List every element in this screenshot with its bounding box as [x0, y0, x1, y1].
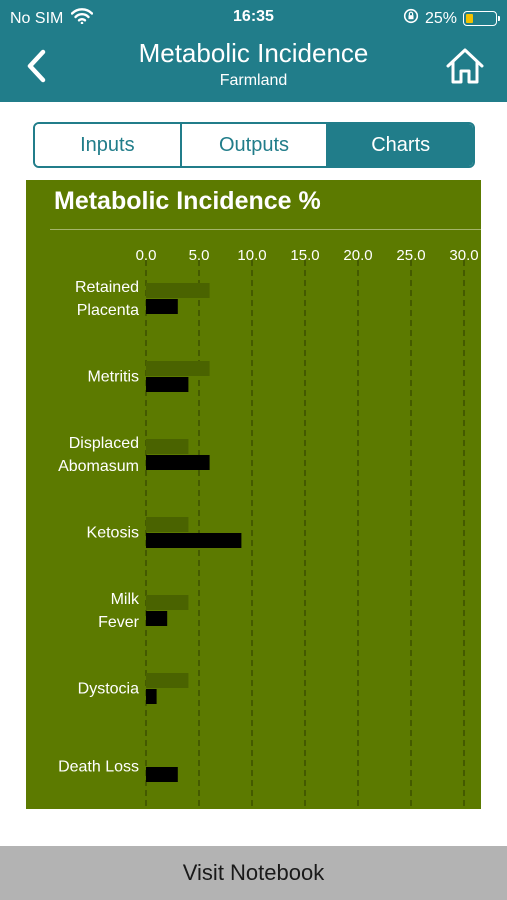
segmented-control: Inputs Outputs Charts — [33, 122, 475, 168]
orientation-lock-icon — [403, 8, 419, 29]
x-tick-label: 20.0 — [343, 247, 372, 264]
bar-series-1 — [146, 361, 210, 376]
category-label: Dystocia — [78, 681, 139, 698]
bar-series-2 — [146, 611, 168, 626]
x-tick-label: 0.0 — [136, 247, 157, 264]
status-time: 16:35 — [233, 8, 274, 25]
category-label: Metritis — [87, 369, 139, 386]
wifi-icon — [71, 8, 94, 29]
battery-percent: 25% — [424, 9, 457, 27]
bar-series-1 — [146, 283, 210, 298]
battery-icon — [463, 11, 500, 26]
battery-tip — [498, 16, 500, 21]
category-label: Placenta — [77, 302, 139, 319]
tab-inputs[interactable]: Inputs — [35, 124, 180, 166]
category-label: Milk — [111, 591, 140, 608]
chart-panel: 0.0 5.0 10.0 15.0 20.0 25.0 30.0 Retained Placen… — [26, 180, 481, 809]
x-tick-label: 25.0 — [396, 247, 425, 264]
bar-series-2 — [146, 533, 242, 548]
page-title: Metabolic Incidence — [138, 38, 369, 68]
bar-series-2 — [146, 689, 157, 704]
status-left: No SIM — [10, 8, 94, 29]
bar-series-1 — [146, 517, 189, 532]
category-label: Ketosis — [87, 525, 139, 542]
status-right: 25% — [403, 8, 500, 29]
visit-notebook-label: Visit Notebook — [182, 860, 325, 885]
battery-fill — [466, 14, 473, 23]
bar-series-2 — [146, 377, 189, 392]
category-label: Abomasum — [58, 458, 139, 475]
bar-series-1 — [146, 595, 189, 610]
tab-outputs[interactable]: Outputs — [179, 124, 327, 166]
bar-series-2 — [146, 455, 210, 470]
chevron-left-icon — [25, 49, 47, 88]
nav-bar: Metabolic Incidence Farmland — [0, 34, 507, 102]
carrier-label: No SIM — [10, 9, 64, 27]
category-label: Displaced — [69, 435, 139, 452]
visit-notebook-button[interactable]: Visit Notebook — [0, 846, 507, 900]
category-label: Fever — [98, 614, 140, 631]
x-tick-label: 10.0 — [237, 247, 266, 264]
chart-plot: 0.0 5.0 10.0 15.0 20.0 25.0 30.0 Retained Placen… — [58, 247, 479, 809]
x-tick-label: 15.0 — [290, 247, 319, 264]
tab-charts[interactable]: Charts — [326, 124, 473, 166]
page-subtitle: Farmland — [219, 72, 288, 89]
x-tick-label: 30.0 — [449, 247, 478, 264]
bar-series-2 — [146, 767, 178, 782]
bar-series-1 — [146, 439, 189, 454]
home-button[interactable] — [443, 46, 487, 90]
status-bar: No SIM 16:35 25% — [0, 0, 507, 34]
category-label: Retained — [75, 279, 139, 296]
back-button[interactable] — [14, 48, 58, 88]
home-icon — [445, 47, 485, 90]
chart-title: Metabolic Incidence % — [54, 187, 321, 215]
chart-title-divider — [50, 229, 481, 230]
x-tick-label: 5.0 — [189, 247, 210, 264]
category-label: Death Loss — [58, 759, 139, 776]
bar-series-1 — [146, 673, 189, 688]
bar-series-2 — [146, 299, 178, 314]
